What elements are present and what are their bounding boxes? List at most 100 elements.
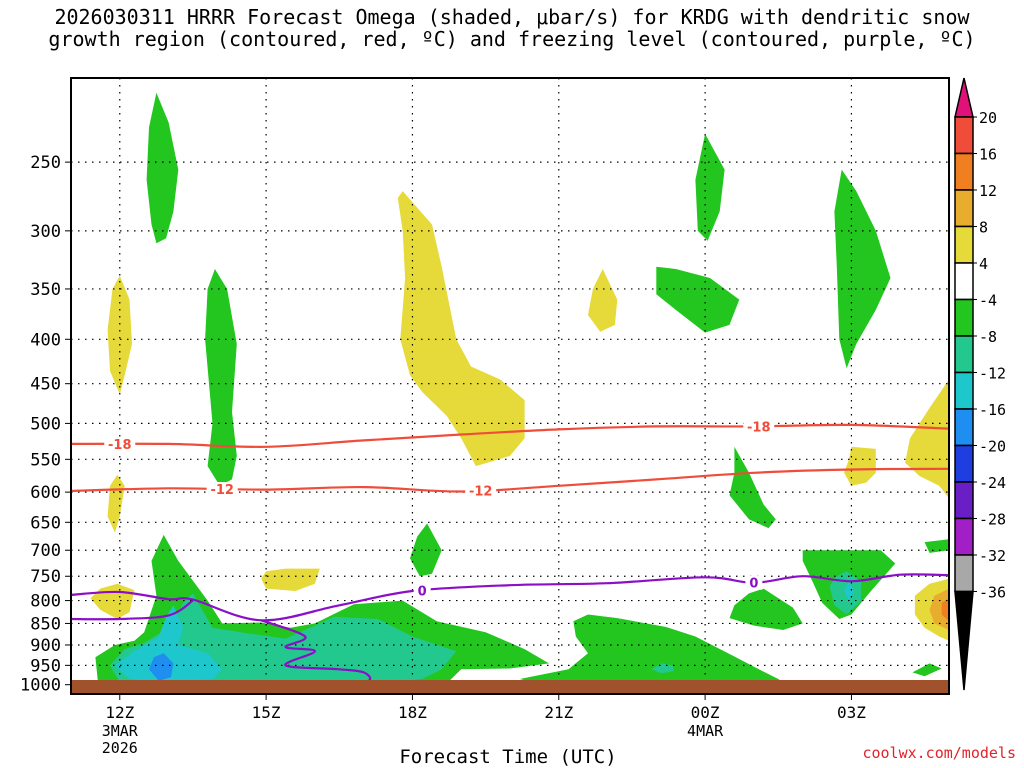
omega-shading bbox=[90, 92, 949, 691]
colorbar-bin-10 bbox=[954, 444, 974, 483]
colorbar-label-2: 12 bbox=[979, 182, 997, 200]
colorbar-bin-12 bbox=[954, 517, 974, 556]
colorbar-label-5: -4 bbox=[979, 292, 997, 310]
y-tick-label-450: 450 bbox=[30, 375, 61, 395]
omega-region-10 bbox=[588, 269, 618, 332]
y-tick-label-650: 650 bbox=[30, 513, 61, 533]
colorbar-label-6: -8 bbox=[979, 328, 997, 346]
omega-region-12 bbox=[410, 523, 442, 577]
colorbar-bin-7 bbox=[954, 335, 974, 374]
colorbar-label-9: -20 bbox=[979, 438, 1006, 456]
omega-region-14 bbox=[656, 266, 740, 333]
y-tick-label-850: 850 bbox=[30, 614, 61, 634]
contour-label-bg-dgz-top-0 bbox=[104, 436, 136, 451]
colorbar-label-4: 4 bbox=[979, 255, 988, 273]
omega-region-1 bbox=[107, 275, 132, 395]
omega-region-19 bbox=[729, 588, 803, 630]
x-tick-label-00Z: 00Z bbox=[691, 703, 720, 722]
contour-freezing-level-lower bbox=[71, 599, 194, 621]
colorbar-bottom-arrow bbox=[954, 590, 974, 691]
y-tick-label-800: 800 bbox=[30, 592, 61, 612]
ground-strip bbox=[71, 680, 949, 694]
colorbar-bin-3 bbox=[954, 189, 974, 228]
omega-region-0 bbox=[146, 92, 179, 244]
y-tick-label-750: 750 bbox=[30, 567, 61, 587]
colorbar: 20 16 12 8 4 -4 -8 -12 -16 -20 -24 -28 -32 -36 bbox=[954, 77, 1006, 691]
contour-label-bg-freezing-level-0 bbox=[413, 583, 431, 598]
y-tick-label-950: 950 bbox=[30, 656, 61, 676]
colorbar-bin-1 bbox=[954, 116, 974, 155]
x-tick-label-12Z: 12Z bbox=[105, 703, 134, 722]
omega-region-15 bbox=[834, 169, 891, 369]
omega-region-24 bbox=[929, 588, 949, 630]
contour-label-dgz-bottom-0: -12 bbox=[210, 483, 234, 498]
contour-dgz-top bbox=[71, 423, 949, 448]
ground bbox=[71, 680, 949, 694]
omega-region-2 bbox=[205, 269, 237, 486]
omega-region-22 bbox=[844, 581, 854, 601]
x-tick-sublabel-12Z-1: 2026 bbox=[102, 739, 138, 757]
colorbar-bin-6 bbox=[954, 298, 974, 337]
contour-label-freezing-level-0: 0 bbox=[418, 584, 427, 599]
y-tick-label-1000: 1000 bbox=[20, 676, 61, 696]
contour-label-dgz-top-1: -18 bbox=[747, 420, 771, 435]
colorbar-top-arrow bbox=[954, 77, 974, 118]
colorbar-bin-13 bbox=[954, 554, 974, 593]
colorbar-bin-11 bbox=[954, 481, 974, 520]
contour-freezing-level bbox=[71, 573, 949, 622]
omega-region-28 bbox=[519, 614, 793, 691]
colorbar-label-0: 20 bbox=[979, 109, 997, 127]
y-tick-label-700: 700 bbox=[30, 541, 61, 561]
contour-label-dgz-bottom-1: -12 bbox=[469, 484, 493, 499]
omega-region-25 bbox=[941, 598, 949, 622]
omega-region-11 bbox=[261, 568, 320, 591]
x-tick-sublabel-00Z-0: 4MAR bbox=[687, 722, 724, 740]
contour-label-bg-dgz-top-1 bbox=[743, 419, 775, 434]
contour-label-freezing-level-1: 0 bbox=[749, 577, 758, 592]
colorbar-label-7: -12 bbox=[979, 365, 1006, 383]
colorbar-label-12: -32 bbox=[979, 547, 1006, 565]
contour-label-bg-freezing-level-1 bbox=[745, 575, 763, 590]
colorbar-bin-5 bbox=[954, 262, 974, 301]
omega-region-16 bbox=[729, 446, 776, 529]
x-tick-label-03Z: 03Z bbox=[837, 703, 866, 722]
y-tick-label-350: 350 bbox=[30, 280, 61, 300]
colorbar-bin-4 bbox=[954, 225, 974, 264]
omega-region-13 bbox=[695, 133, 725, 241]
colorbar-label-3: 8 bbox=[979, 219, 988, 237]
colorbar-bin-8 bbox=[954, 371, 974, 410]
colorbar-bin-9 bbox=[954, 408, 974, 447]
plot-frame bbox=[70, 77, 950, 695]
omega-region-27 bbox=[912, 663, 942, 677]
y-tick-label-300: 300 bbox=[30, 222, 61, 242]
colorbar-label-1: 16 bbox=[979, 146, 997, 164]
colorbar-label-11: -28 bbox=[979, 511, 1006, 529]
chart-title-line2: growth region (contoured, red, ºC) and f… bbox=[48, 27, 976, 51]
colorbar-label-10: -24 bbox=[979, 474, 1006, 492]
contour-label-dgz-top-0: -18 bbox=[108, 438, 132, 453]
contour-label-bg-dgz-bottom-1 bbox=[465, 483, 497, 498]
y-tick-label-550: 550 bbox=[30, 450, 61, 470]
y-tick-label-600: 600 bbox=[30, 483, 61, 503]
grid bbox=[71, 78, 949, 694]
omega-region-29 bbox=[651, 663, 674, 674]
credit-link[interactable]: coolwx.com/models bbox=[862, 744, 1016, 762]
x-tick-label-21Z: 21Z bbox=[544, 703, 573, 722]
chart-title: 2026030311 HRRR Forecast Omega (shaded, … bbox=[0, 6, 1024, 50]
omega-region-7 bbox=[114, 605, 223, 683]
contour-label-bg-dgz-bottom-0 bbox=[206, 482, 238, 497]
omega-region-9 bbox=[397, 191, 525, 467]
colorbar-bin-2 bbox=[954, 152, 974, 191]
y-tick-label-500: 500 bbox=[30, 414, 61, 434]
x-tick-label-15Z: 15Z bbox=[252, 703, 281, 722]
omega-region-26 bbox=[924, 539, 949, 553]
y-tick-label-400: 400 bbox=[30, 330, 61, 350]
x-tick-sublabel-12Z-0: 3MAR bbox=[102, 722, 139, 740]
x-axis-label: Forecast Time (UTC) bbox=[399, 746, 617, 768]
colorbar-label-13: -36 bbox=[979, 584, 1006, 602]
y-tick-label-250: 250 bbox=[30, 153, 61, 173]
chart-title-line1: 2026030311 HRRR Forecast Omega (shaded, … bbox=[54, 5, 970, 29]
